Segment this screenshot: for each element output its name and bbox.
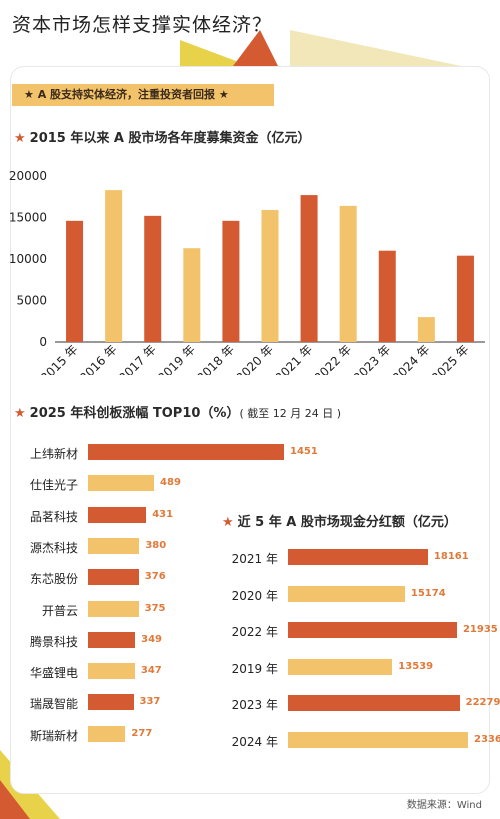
bar xyxy=(66,220,84,342)
value-label: 21935 xyxy=(462,624,498,635)
chart1-title: 2015 年以来 A 股市场各年度募集资金（亿元） xyxy=(29,131,311,146)
value-label: 376 xyxy=(144,571,166,583)
y-tick-label: 15000 xyxy=(9,211,47,225)
bar xyxy=(88,694,134,711)
x-tick-label: 2020 年 xyxy=(233,342,276,375)
bar xyxy=(288,549,428,565)
value-label: 431 xyxy=(152,508,174,520)
bar xyxy=(288,585,405,602)
bar xyxy=(88,663,135,680)
bar-label: 东芯股份 xyxy=(29,572,78,587)
x-tick-label: 2017 年 xyxy=(116,342,159,375)
bar xyxy=(144,215,162,342)
bar xyxy=(88,631,136,648)
value-label: 23365 xyxy=(474,733,500,745)
bar-label: 品茗科技 xyxy=(29,509,78,524)
value-label: 18161 xyxy=(433,551,469,562)
decor-top-right xyxy=(180,30,480,70)
x-tick-label: 2016 年 xyxy=(77,342,120,375)
chart2-note: ( 截至 12 月 24 日 ) xyxy=(239,407,342,420)
y-tick-label: 10000 xyxy=(9,252,47,266)
value-label: 337 xyxy=(139,696,161,708)
bar xyxy=(88,600,139,617)
x-tick-label: 2025 年 xyxy=(429,342,472,375)
bar xyxy=(88,725,126,742)
bar-label: 2020 年 xyxy=(231,588,278,603)
bar xyxy=(88,569,139,586)
bar xyxy=(288,622,457,638)
x-tick-label: 2018 年 xyxy=(194,342,237,375)
star-icon: ★ xyxy=(14,406,26,421)
bar xyxy=(88,537,140,554)
bar xyxy=(222,220,240,342)
chart1-title-row: ★ 2015 年以来 A 股市场各年度募集资金（亿元） xyxy=(14,127,310,146)
star-icon: ★ xyxy=(222,515,234,530)
value-label: 489 xyxy=(160,477,181,489)
bar-label: 上纬新材 xyxy=(29,447,78,461)
y-tick-label: 5000 xyxy=(16,294,47,308)
value-label: 15174 xyxy=(410,587,446,599)
bar xyxy=(261,210,279,342)
value-label: 375 xyxy=(144,602,166,614)
bar-label: 瑞晟智能 xyxy=(29,697,78,712)
chart3-title: 近 5 年 A 股市场现金分红额（亿元） xyxy=(237,515,457,530)
bar xyxy=(288,731,468,748)
chart2-title: 2025 年科创板涨幅 TOP10（%） xyxy=(29,406,240,421)
value-label: 349 xyxy=(141,633,163,645)
x-tick-label: 2023 年 xyxy=(351,342,394,375)
page-title: 资本市场怎样支撑实体经济？ xyxy=(12,14,273,36)
value-label: 347 xyxy=(140,665,162,677)
bar-label: 开普云 xyxy=(41,603,78,618)
chart2-title-row: ★ 2025 年科创板涨幅 TOP10（%）( 截至 12 月 24 日 ) xyxy=(14,402,341,421)
chart3-title-row: ★ 近 5 年 A 股市场现金分红额（亿元） xyxy=(222,511,457,530)
bar-label: 2021 年 xyxy=(231,552,278,566)
star-icon: ★ xyxy=(14,131,26,146)
bar xyxy=(88,475,155,492)
bar-label: 源杰科技 xyxy=(29,540,78,555)
source-note: 数据来源：Wind xyxy=(406,800,482,811)
bar-label: 仕佳光子 xyxy=(29,478,78,493)
bar xyxy=(288,658,393,675)
banner: ★ A 股支持实体经济，注重投资者回报 ★ xyxy=(12,84,274,106)
bar xyxy=(456,255,474,342)
value-label: 380 xyxy=(145,539,167,551)
value-label: 1451 xyxy=(290,446,318,457)
bar-label: 2023 年 xyxy=(231,698,278,712)
bar xyxy=(88,506,147,523)
y-tick-label: 0 xyxy=(39,335,47,349)
bar xyxy=(417,317,435,342)
bar xyxy=(183,248,201,342)
bar-label: 2019 年 xyxy=(231,661,278,676)
bar xyxy=(339,205,357,342)
x-tick-label: 2022 年 xyxy=(312,342,355,375)
bar xyxy=(378,250,396,342)
bar xyxy=(105,190,123,342)
bar-label: 腾景科技 xyxy=(29,634,78,649)
bar-label: 2022 年 xyxy=(231,625,278,639)
value-label: 13539 xyxy=(398,660,434,672)
value-label: 22279 xyxy=(465,697,500,708)
bar-label: 斯瑞新材 xyxy=(29,728,78,743)
x-tick-label: 2019 年 xyxy=(155,342,198,375)
y-tick-label: 20000 xyxy=(9,169,47,183)
bar-label: 华盛锂电 xyxy=(29,666,78,681)
value-label: 277 xyxy=(131,727,153,739)
x-tick-label: 2024 年 xyxy=(390,342,433,375)
bar xyxy=(88,444,284,460)
x-tick-label: 2021 年 xyxy=(273,342,316,375)
bar-label: 2024 年 xyxy=(231,734,278,749)
bar xyxy=(288,695,460,711)
bar xyxy=(300,195,318,342)
